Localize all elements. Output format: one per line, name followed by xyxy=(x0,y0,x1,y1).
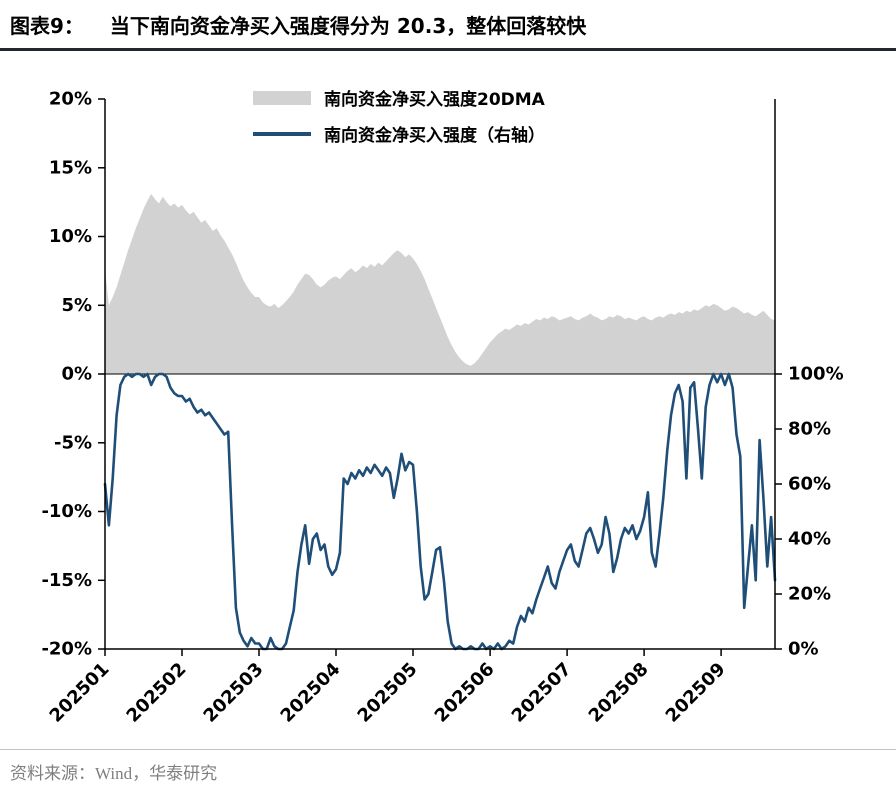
figure-header: 图表9： 当下南向资金净买入强度得分为 20.3，整体回落较快 xyxy=(0,0,896,51)
chart-legend: 南向资金净买入强度20DMA 南向资金净买入强度（右轴） xyxy=(253,85,545,146)
x-tick-label: 202503 xyxy=(200,659,268,727)
x-tick-label: 202509 xyxy=(662,659,730,727)
left-tick-label: -10% xyxy=(41,501,92,522)
line-series xyxy=(103,372,777,651)
left-tick-label: 20% xyxy=(49,89,92,110)
x-tick-label: 202501 xyxy=(46,659,114,727)
right-tick-label: 20% xyxy=(788,584,831,605)
right-tick-label: 100% xyxy=(788,364,844,385)
left-tick-label: -5% xyxy=(54,432,92,453)
x-tick-label: 202504 xyxy=(277,659,345,727)
x-tick-label: 202507 xyxy=(508,659,576,727)
left-tick-label: 0% xyxy=(61,364,92,385)
left-tick-label: 15% xyxy=(49,157,92,178)
legend-label-strength: 南向资金净买入强度（右轴） xyxy=(324,126,545,146)
x-tick-label: 202505 xyxy=(354,659,422,727)
figure-footer: 资料来源：Wind，华泰研究 xyxy=(0,749,896,793)
legend-label-dma: 南向资金净买入强度20DMA xyxy=(324,90,545,110)
left-tick-label: -15% xyxy=(41,570,92,591)
x-tick-label: 202502 xyxy=(123,659,191,727)
footer-divider xyxy=(0,749,896,750)
left-tick-label: 10% xyxy=(49,226,92,247)
legend-item-strength: 南向资金净买入强度（右轴） xyxy=(253,121,545,146)
right-tick-label: 80% xyxy=(788,419,831,440)
chart-area: 20% 15% 10% 5% 0% -5% -10% -15% -20% 100% 80% 60% 40… xyxy=(0,51,896,749)
right-tick-label: 40% xyxy=(788,529,831,550)
area-series-swatch xyxy=(253,90,311,105)
area-series xyxy=(105,193,775,374)
legend-item-dma: 南向资金净买入强度20DMA xyxy=(253,85,545,110)
source-note: 资料来源：Wind，华泰研究 xyxy=(10,764,218,783)
figure-number-label: 图表9： xyxy=(10,14,84,38)
left-tick-label: 5% xyxy=(61,295,92,316)
figure-title: 当下南向资金净买入强度得分为 20.3，整体回落较快 xyxy=(109,14,587,38)
x-tick-label: 202506 xyxy=(431,659,499,727)
combo-chart: 20% 15% 10% 5% 0% -5% -10% -15% -20% 100% 80% 60% 40… xyxy=(41,89,844,727)
x-tick-label: 202508 xyxy=(585,659,653,727)
right-tick-label: 0% xyxy=(788,639,819,660)
line-series-swatch xyxy=(253,131,311,136)
left-tick-label: -20% xyxy=(41,639,92,660)
right-tick-label: 60% xyxy=(788,474,831,495)
